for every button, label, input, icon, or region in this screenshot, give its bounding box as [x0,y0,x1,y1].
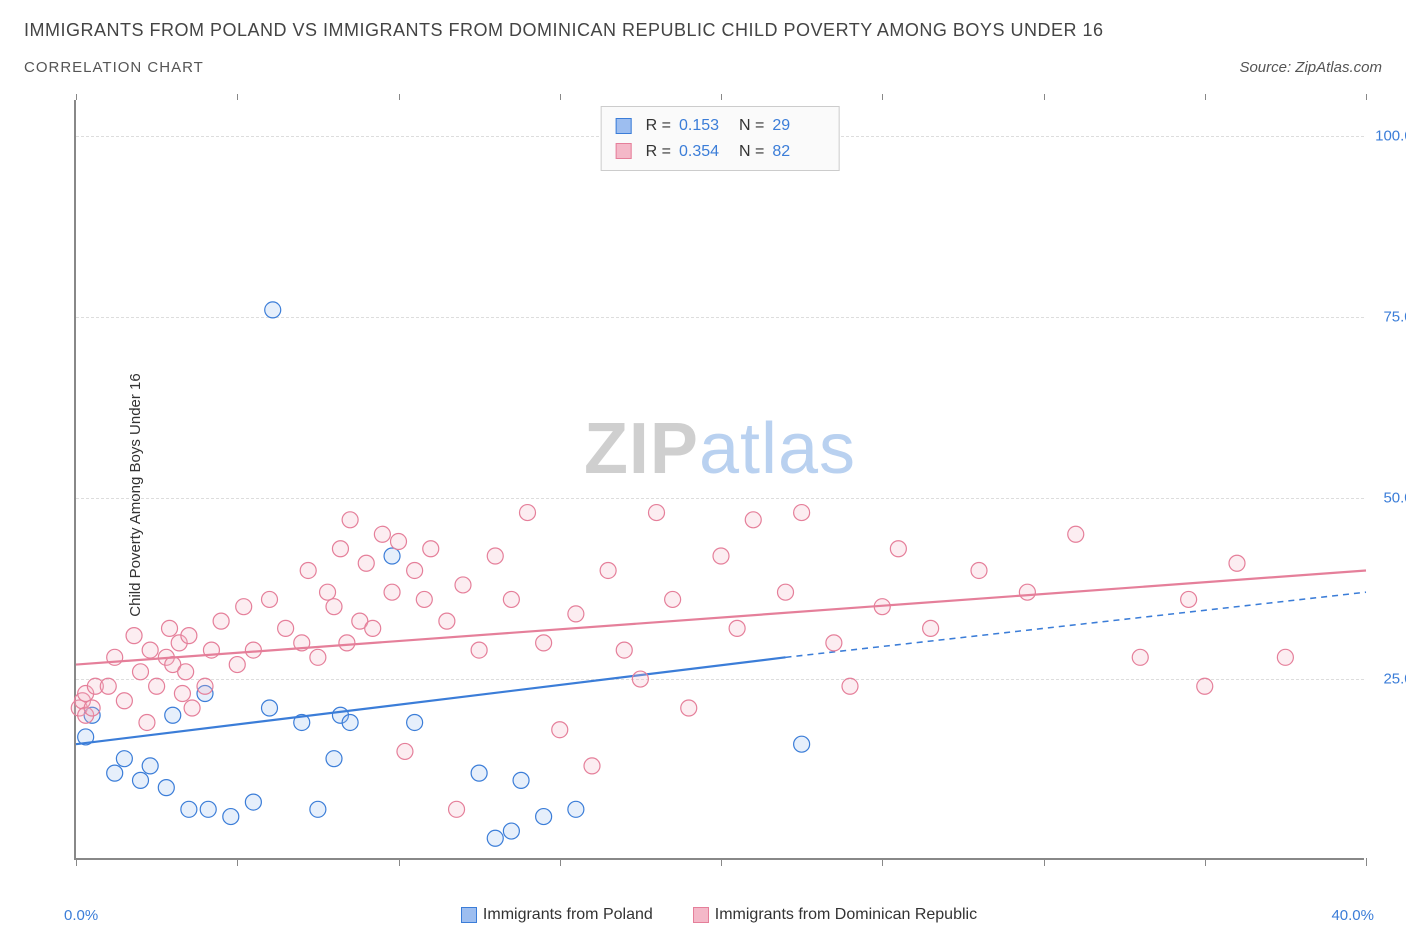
bottom-legend: 0.0% Immigrants from Poland Immigrants f… [74,906,1364,924]
stats-row-poland: R = 0.153 N = 29 [616,113,825,139]
page-title: IMMIGRANTS FROM POLAND VS IMMIGRANTS FRO… [24,20,1382,41]
x-max-label: 40.0% [1331,907,1374,924]
swatch-dominican-icon [693,907,709,923]
y-tick-label: 100.0% [1375,128,1406,145]
swatch-poland [616,118,632,134]
y-tick-label: 75.0% [1383,309,1406,326]
page-subtitle: CORRELATION CHART [24,59,204,76]
scatter-svg [76,100,1364,858]
y-tick-label: 25.0% [1383,671,1406,688]
stats-legend: R = 0.153 N = 29 R = 0.354 N = 82 [601,106,840,171]
stats-row-dominican: R = 0.354 N = 82 [616,139,825,165]
source-label: Source: ZipAtlas.com [1239,59,1382,76]
legend-item-poland: Immigrants from Poland [461,906,653,924]
swatch-dominican [616,143,632,159]
y-tick-label: 50.0% [1383,490,1406,507]
plot-area: ZIPatlas R = 0.153 N = 29 R = 0.354 N = … [74,100,1364,860]
swatch-poland-icon [461,907,477,923]
correlation-chart: Child Poverty Among Boys Under 16 ZIPatl… [24,100,1382,890]
x-min-label: 0.0% [64,907,98,924]
legend-item-dominican: Immigrants from Dominican Republic [693,906,977,924]
